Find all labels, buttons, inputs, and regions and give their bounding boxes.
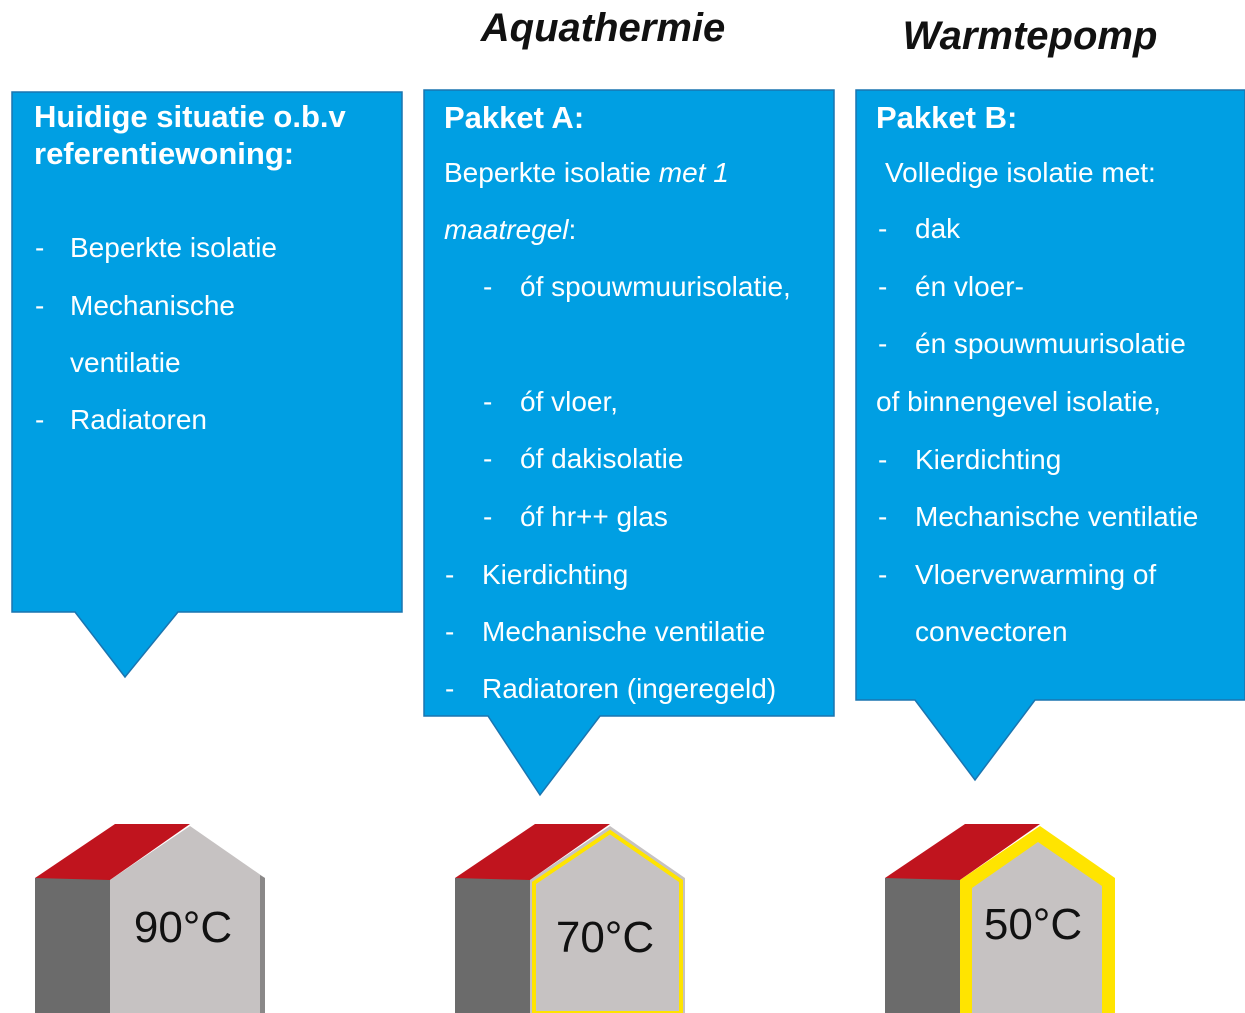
bullet: - bbox=[483, 443, 493, 474]
list-item: én spouwmuurisolatie bbox=[915, 328, 1186, 359]
list-item: Radiatoren bbox=[70, 404, 207, 435]
bullet: - bbox=[35, 290, 45, 321]
list-item: of binnengevel isolatie, bbox=[876, 386, 1161, 417]
panel-intro: Beperkte isolatie met 1 maatregel: bbox=[444, 144, 784, 258]
list-item: dak bbox=[915, 213, 961, 244]
bullet: - bbox=[445, 559, 455, 590]
intro-part: : bbox=[568, 214, 577, 245]
panel-title: Pakket B: bbox=[876, 100, 1018, 135]
list-item: Kierdichting bbox=[482, 559, 629, 590]
bullet: - bbox=[445, 616, 455, 647]
intro-part: Beperkte isolatie bbox=[444, 157, 659, 188]
bullet: - bbox=[35, 404, 45, 435]
house bbox=[455, 824, 685, 1013]
bullet: - bbox=[878, 271, 888, 302]
panel-intro: Volledige isolatie met: bbox=[885, 144, 1235, 201]
list-item: óf vloer, bbox=[520, 386, 619, 417]
callout bbox=[11, 91, 403, 679]
callout bbox=[423, 89, 835, 797]
header: Warmtepomp bbox=[902, 14, 1158, 58]
callout bbox=[855, 89, 1245, 782]
bullet: - bbox=[483, 386, 493, 417]
temperature: 90°C bbox=[133, 903, 233, 952]
list-item: óf spouwmuurisolatie, bbox=[520, 271, 791, 302]
temperature: 70°C bbox=[555, 913, 655, 962]
panel-title: Pakket A: bbox=[444, 100, 585, 135]
bullet: - bbox=[483, 501, 493, 532]
list-item: Radiatoren (ingeregeld) bbox=[482, 673, 777, 704]
list-item: Mechanische ventilatie bbox=[915, 501, 1199, 532]
bullet: - bbox=[878, 328, 888, 359]
bullet: - bbox=[878, 501, 888, 532]
list-item: óf dakisolatie bbox=[520, 443, 684, 474]
list-item: Kierdichting bbox=[915, 444, 1062, 475]
header: Aquathermie bbox=[480, 6, 726, 50]
house bbox=[885, 824, 1115, 1013]
bullet: - bbox=[35, 232, 45, 263]
bullet: - bbox=[878, 559, 888, 590]
bullet: - bbox=[445, 673, 455, 704]
list-item: Mechanische ventilatie bbox=[482, 616, 766, 647]
list-item: Vloerverwarming of convectoren bbox=[915, 559, 1157, 647]
intro-part: Volledige isolatie met: bbox=[885, 157, 1156, 188]
temperature: 50°C bbox=[983, 900, 1083, 949]
panel-title: Huidige situatie o.b.v referentiewoning: bbox=[34, 99, 346, 171]
list-item: Beperkte isolatie bbox=[70, 232, 278, 263]
list-item: én vloer- bbox=[915, 271, 1024, 302]
bullet: - bbox=[878, 444, 888, 475]
intro-part: met 1 maatregel bbox=[444, 157, 729, 245]
house bbox=[35, 824, 265, 1013]
bullet: - bbox=[878, 213, 888, 244]
bullet: - bbox=[483, 271, 493, 302]
list-item: óf hr++ glas bbox=[520, 501, 668, 532]
list-item: Mechanische ventilatie bbox=[70, 290, 235, 378]
